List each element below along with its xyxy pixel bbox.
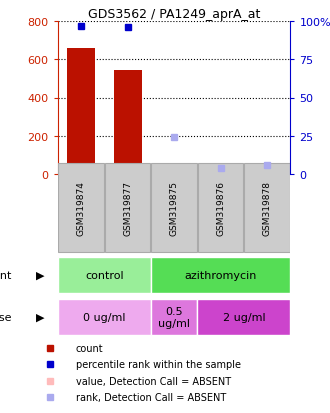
Bar [160,173,188,175]
Bar [151,257,290,294]
Text: agent: agent [0,271,12,280]
Text: GSM319875: GSM319875 [170,180,179,235]
Text: GSM319877: GSM319877 [123,180,132,235]
Bar [151,164,197,252]
Text: 0 ug/ml: 0 ug/ml [83,312,125,322]
Bar [114,71,142,175]
Bar [244,164,290,252]
Bar [58,164,104,252]
Bar [207,171,235,175]
Text: count: count [76,343,104,354]
Text: percentile rank within the sample: percentile rank within the sample [76,360,241,370]
Text: ▶: ▶ [36,312,45,322]
Text: ▶: ▶ [36,271,45,280]
Text: dose: dose [0,312,12,322]
Bar [197,299,290,335]
Bar [58,257,151,294]
Text: value, Detection Call = ABSENT: value, Detection Call = ABSENT [76,376,231,386]
Bar [151,299,197,335]
Bar [198,164,244,252]
Bar [67,49,95,175]
Title: GDS3562 / PA1249_aprA_at: GDS3562 / PA1249_aprA_at [88,8,260,21]
Text: GSM319874: GSM319874 [77,180,85,235]
Bar [253,172,281,175]
Bar [58,299,151,335]
Text: azithromycin: azithromycin [184,271,257,280]
Bar [105,164,150,252]
Text: rank, Detection Call = ABSENT: rank, Detection Call = ABSENT [76,392,226,402]
Text: GSM319878: GSM319878 [263,180,272,235]
Text: GSM319876: GSM319876 [216,180,225,235]
Text: 0.5
ug/ml: 0.5 ug/ml [158,306,190,328]
Text: control: control [85,271,124,280]
Text: 2 ug/ml: 2 ug/ml [222,312,265,322]
